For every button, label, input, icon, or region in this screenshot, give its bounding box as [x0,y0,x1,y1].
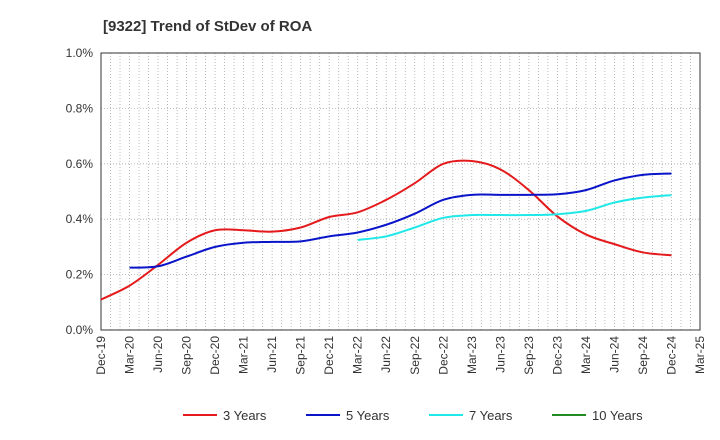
legend-label-10-years: 10 Years [592,408,643,423]
axes: 0.0% 0.2% 0.4% 0.6% 0.8% 1.0% Dec-19 Mar-20 Jun-… [66,46,707,375]
x-tick-label: Dec-23 [550,336,564,375]
x-tick-label: Dec-21 [322,336,336,375]
series-line-5-years [129,172,672,269]
x-tick-label: Dec-19 [94,336,108,375]
x-tick-label: Mar-20 [123,336,137,374]
x-tick-label: Jun-21 [265,336,279,373]
series-line-7-years [357,194,672,241]
legend-label-5-years: 5 Years [346,408,390,423]
grid [101,53,700,330]
legend: 3 Years 5 Years 7 Years 10 Years [183,408,643,423]
x-tick-label: Mar-23 [465,336,479,374]
plot-frame [100,52,701,331]
x-tick-label: Sep-22 [408,336,422,375]
series-line-3-years [100,159,672,301]
x-tick-label: Sep-24 [636,336,650,375]
y-tick-label: 1.0% [66,46,94,60]
x-tick-label: Dec-22 [436,336,450,375]
x-tick-label: Jun-22 [379,336,393,373]
x-tick-label: Sep-20 [180,336,194,375]
legend-label-3-years: 3 Years [223,408,267,423]
x-tick-label: Sep-21 [294,336,308,375]
y-tick-label: 0.8% [66,101,94,115]
x-tick-label: Dec-24 [664,336,678,375]
x-tick-label: Mar-25 [693,336,707,374]
x-tick-label: Mar-24 [579,336,593,374]
y-tick-label: 0.4% [66,212,94,226]
x-tick-label: Jun-24 [607,336,621,373]
x-tick-label: Jun-23 [493,336,507,373]
x-tick-label: Dec-20 [208,336,222,375]
x-tick-label: Mar-21 [237,336,251,374]
y-tick-label: 0.0% [66,323,94,337]
chart-title: [9322] Trend of StDev of ROA [103,18,312,35]
series-lines [100,159,672,301]
x-tick-label: Mar-22 [351,336,365,374]
x-tick-label: Sep-23 [522,336,536,375]
y-tick-label: 0.6% [66,157,94,171]
y-tick-label: 0.2% [66,268,94,282]
legend-label-7-years: 7 Years [469,408,513,423]
x-tick-label: Jun-20 [151,336,165,373]
